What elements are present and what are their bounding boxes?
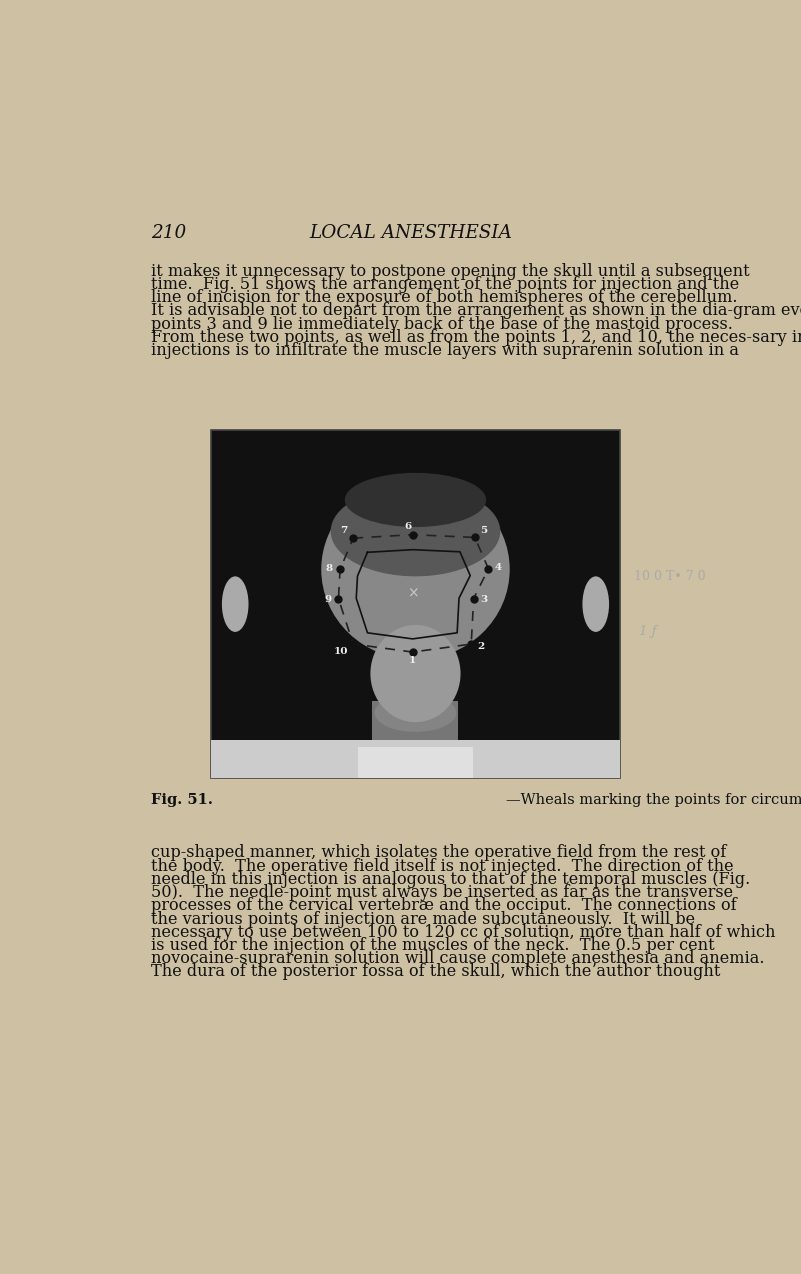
Text: It is advisable not to depart from the arrangement as shown in the dia­gram even: It is advisable not to depart from the a… [151,302,801,320]
Text: 5: 5 [481,526,488,535]
Text: cup-shaped manner, which isolates the operative field from the rest of: cup-shaped manner, which isolates the op… [151,845,727,861]
Ellipse shape [344,473,486,527]
Text: is used for the injection of the muscles of the neck.  The 0.5 per cent: is used for the injection of the muscles… [151,936,714,954]
Text: 3: 3 [480,595,487,604]
Text: The dura of the posterior fossa of the skull, which theʼauthor thought: The dura of the posterior fossa of the s… [151,963,720,981]
Text: the body.  The operative field itself is not injected.  The direction of the: the body. The operative field itself is … [151,857,734,875]
Ellipse shape [222,576,248,632]
Text: LOCAL ANESTHESIA: LOCAL ANESTHESIA [309,223,512,242]
Text: 4: 4 [495,563,501,572]
Text: 7: 7 [340,526,348,535]
Text: 50).  The needle-point must always be inserted as far as the transverse: 50). The needle-point must always be ins… [151,884,733,901]
Text: 1 ƒ: 1 ƒ [639,626,657,638]
Text: injections is to infiltrate the muscle layers with suprarenin solution in a: injections is to infiltrate the muscle l… [151,341,739,359]
Text: necessary to use between 100 to 120 cc of solution, more than half of which: necessary to use between 100 to 120 cc o… [151,924,775,940]
Ellipse shape [331,487,501,576]
Text: processes of the cervical vertebræ and the occiput.  The connections of: processes of the cervical vertebræ and t… [151,897,737,915]
Text: —Wheals marking the points for circuminjection for exposure of the cerebellum.: —Wheals marking the points for circuminj… [505,794,801,808]
Text: points 3 and 9 lie immediately back of the base of the mastoid process.: points 3 and 9 lie immediately back of t… [151,316,733,333]
Text: 2: 2 [477,642,485,651]
Bar [211,740,620,777]
Text: ×: × [407,587,418,601]
Text: From these two points, as well as from the points 1, 2, and 10, the neces­sary i: From these two points, as well as from t… [151,329,801,345]
Ellipse shape [375,694,457,733]
Ellipse shape [582,576,609,632]
Text: 10: 10 [334,647,348,656]
Text: 10 0 T• 7 0: 10 0 T• 7 0 [634,569,706,582]
Text: 6: 6 [404,522,412,531]
Ellipse shape [321,479,509,660]
Bar [372,702,458,777]
Text: the various points of injection are made subcutaneously.  It will be: the various points of injection are made… [151,911,695,927]
Bar [211,431,620,777]
Text: needle in this injection is analogous to that of the temporal muscles (Fig.: needle in this injection is analogous to… [151,871,751,888]
Text: Fig. 51.: Fig. 51. [151,794,213,808]
Text: 210: 210 [151,223,187,242]
Text: 8: 8 [326,563,333,572]
Ellipse shape [370,626,461,722]
Text: line of incision for the exposure of both hemispheres of the cerebellum.: line of incision for the exposure of bot… [151,289,738,306]
Text: novocaine-suprarenin solution will cause complete anesthesia and anemia.: novocaine-suprarenin solution will cause… [151,950,764,967]
Text: it makes it unnecessary to postpone opening the skull until a subsequent: it makes it unnecessary to postpone open… [151,262,750,280]
Text: 9: 9 [324,595,332,604]
Text: 1: 1 [409,656,417,665]
Text: time.  Fig. 51 shows the arrangement of the points for injection and the: time. Fig. 51 shows the arrangement of t… [151,276,739,293]
Bar [358,747,473,777]
